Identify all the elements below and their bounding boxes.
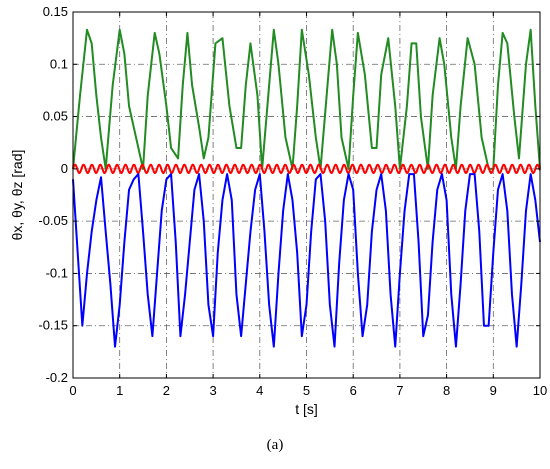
- y-tick-label: 0.05: [43, 109, 68, 124]
- series-line-2: [72, 163, 541, 175]
- series-line-3: [72, 173, 541, 348]
- x-tick-label: 2: [163, 383, 170, 398]
- x-tick-label: 10: [533, 383, 547, 398]
- ticks: 0 1 2 3 4 5 6 7 8 9 10 -0.2 -0.15 -0.1 -0.05 0 0.05 0.1 0.…: [38, 4, 547, 398]
- grid: [73, 12, 540, 378]
- x-tick-label: 6: [350, 383, 357, 398]
- x-tick-label: 5: [303, 383, 310, 398]
- y-tick-label: 0.15: [43, 4, 68, 19]
- y-tick-label: -0.15: [38, 318, 68, 333]
- y-tick-label: -0.05: [38, 213, 68, 228]
- series-group: [72, 28, 541, 348]
- y-tick-label: 0.1: [50, 56, 68, 71]
- y-tick-label: 0: [61, 161, 68, 176]
- y-tick-label: -0.1: [46, 265, 68, 280]
- x-tick-label: 8: [443, 383, 450, 398]
- x-tick-label: 4: [256, 383, 263, 398]
- x-tick-label: 0: [69, 383, 76, 398]
- figure-caption: (a): [266, 437, 284, 453]
- x-axis-label: t [s]: [295, 401, 318, 417]
- y-tick-label: -0.2: [46, 370, 68, 385]
- x-tick-label: 7: [396, 383, 403, 398]
- series-line-1: [72, 28, 541, 170]
- x-tick-label: 3: [209, 383, 216, 398]
- x-tick-label: 1: [116, 383, 123, 398]
- chart: 0 1 2 3 4 5 6 7 8 9 10 -0.2 -0.15 -0.1 -0.05 0 0.05 0.1 0.…: [9, 4, 547, 417]
- y-axis-label: θx, θy, θz [rad]: [9, 150, 25, 241]
- x-tick-label: 9: [490, 383, 497, 398]
